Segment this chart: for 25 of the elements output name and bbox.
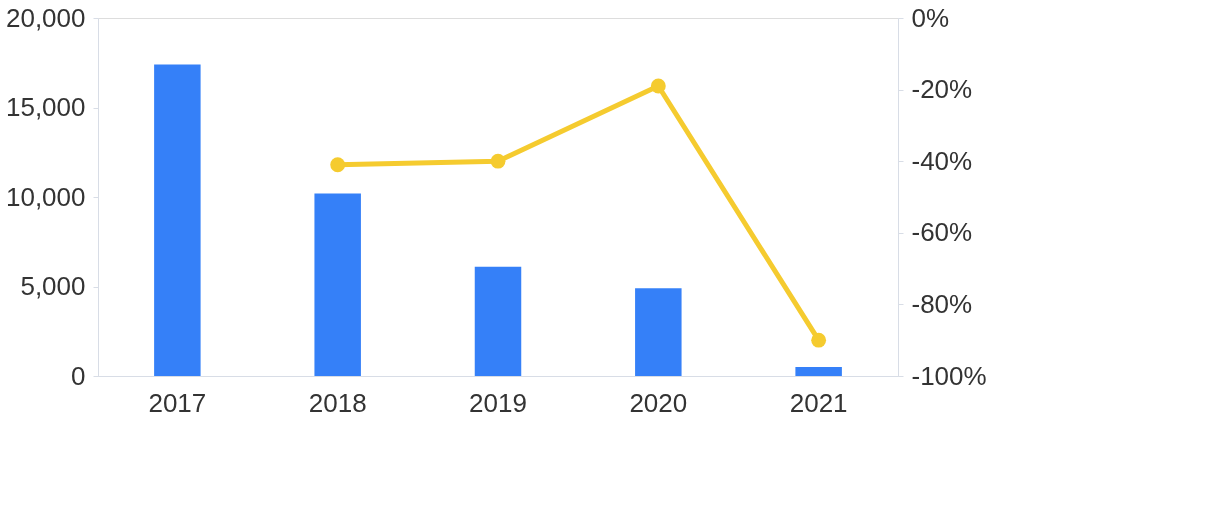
point [650, 78, 666, 94]
y-tick-label: 0 [71, 360, 86, 391]
x-tick-label: 2021 [789, 387, 848, 418]
x-tick-label: 2019 [469, 387, 527, 418]
x-tick-label: 2018 [308, 387, 367, 418]
y-tick-label: 10,000 [5, 181, 86, 212]
x-tick-label: 2017 [148, 387, 207, 418]
point [330, 157, 346, 173]
y2-tick-label: -80% [911, 288, 973, 319]
point [490, 153, 506, 169]
y-tick-label: 15,000 [5, 92, 86, 122]
y2-tick-label: -100% [911, 360, 987, 391]
y2-tick-label: -60% [911, 217, 973, 248]
bar [154, 64, 201, 376]
x-tick-label: 2020 [629, 387, 688, 418]
point [811, 332, 827, 348]
y-tick-label: 20,000 [5, 2, 86, 33]
y2-tick-label: -40% [911, 145, 973, 176]
y2-tick-label: 0% [911, 2, 950, 33]
bar [314, 193, 361, 376]
y2-tick-label: -20% [911, 74, 973, 105]
bar [474, 266, 522, 376]
bar [795, 367, 842, 376]
y-tick-label: 5,000 [20, 271, 86, 301]
bar [635, 288, 682, 376]
